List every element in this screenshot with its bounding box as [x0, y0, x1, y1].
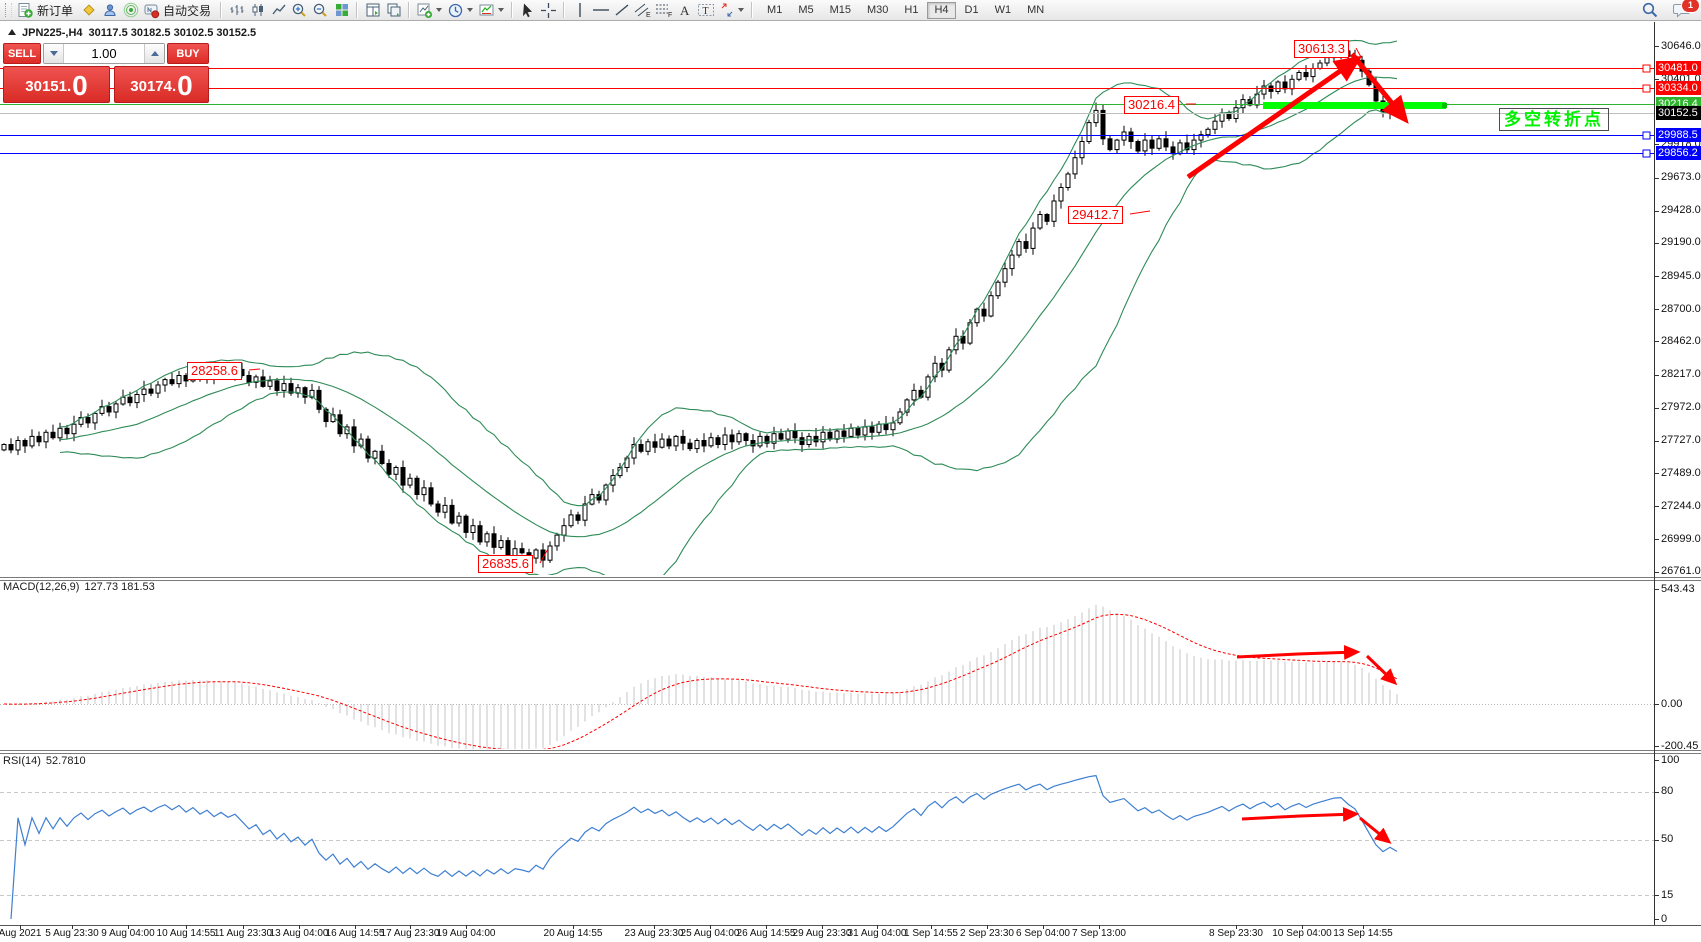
text-label-icon[interactable]: T	[695, 1, 716, 19]
timeframe-button-m1[interactable]: M1	[760, 2, 789, 19]
spinner-up-icon	[150, 51, 159, 56]
toolbar-separator	[751, 2, 754, 18]
sell-button[interactable]: SELL	[3, 43, 41, 64]
autotrading-label[interactable]: 自动交易	[163, 3, 212, 18]
spinner-down-icon	[49, 51, 58, 56]
trendline-icon[interactable]	[611, 1, 632, 19]
toolbar-separator	[356, 2, 359, 18]
timeframe-button-m30[interactable]: M30	[860, 2, 895, 19]
rsi-label: RSI(14) 52.7810	[3, 755, 86, 767]
timeframe-button-d1[interactable]: D1	[958, 2, 986, 19]
macd-panel	[0, 604, 1654, 749]
volume-increase-button[interactable]	[144, 44, 164, 63]
autotrading-icon[interactable]	[141, 1, 162, 19]
periods-dropdown-icon[interactable]	[467, 8, 474, 12]
buy-button[interactable]: BUY	[167, 43, 209, 64]
toolbar-separator	[220, 2, 223, 18]
periods-icon[interactable]	[445, 1, 466, 19]
svg-text:F: F	[668, 12, 672, 19]
text-annotation[interactable]: 多空转折点	[1499, 108, 1609, 131]
buy-price[interactable]: 30174. 0	[114, 66, 209, 103]
line-chart-icon[interactable]	[268, 1, 289, 19]
callout-connectors	[248, 47, 1362, 564]
volume-decrease-button[interactable]	[44, 44, 64, 63]
volume-spinner	[43, 43, 165, 64]
highlight-band[interactable]	[1263, 102, 1447, 109]
rsi-line	[10, 774, 1398, 920]
rsi-panel	[0, 774, 1654, 920]
vertical-line-icon[interactable]	[569, 1, 590, 19]
toolbar: 新订单 自动交易 E F A T M1 M5	[0, 0, 1701, 21]
svg-text:T: T	[702, 6, 708, 17]
horizontal-line-icon[interactable]	[590, 1, 611, 19]
timeframe-button-m15[interactable]: M15	[823, 2, 858, 19]
candlesticks	[1, 46, 1400, 568]
new-order-icon[interactable]	[15, 1, 36, 19]
templates-dropdown-icon[interactable]	[498, 8, 505, 12]
market-icon[interactable]	[99, 1, 120, 19]
timeframe-button-m5[interactable]: M5	[791, 2, 820, 19]
one-click-trading-panel: SELL BUY 30151.0 30174.0	[3, 43, 209, 103]
symbol-period-label: JPN225-,H4	[22, 27, 83, 39]
cursor-icon[interactable]	[517, 1, 538, 19]
bar-chart-icon[interactable]	[226, 1, 247, 19]
toolbar-separator	[408, 2, 411, 18]
chart-title: JPN225-,H4 30117.5 30182.5 30102.5 30152…	[8, 27, 256, 39]
panel-frames	[0, 22, 1701, 929]
cascade-windows-icon[interactable]	[383, 1, 404, 19]
toolbar-drag-handle[interactable]	[5, 3, 12, 17]
svg-text:A: A	[680, 3, 690, 18]
macd-histogram	[10, 604, 1398, 749]
candlestick-chart-icon[interactable]	[247, 1, 268, 19]
new-order-label[interactable]: 新订单	[37, 3, 74, 18]
bollinger-bands	[59, 39, 1398, 575]
fibonacci-icon[interactable]: F	[653, 1, 674, 19]
text-icon[interactable]: A	[674, 1, 695, 19]
signals-icon[interactable]	[120, 1, 141, 19]
macd-label: MACD(12,26,9) 127.73 181.53	[3, 581, 155, 593]
horizontal-lines[interactable]	[0, 64, 1654, 158]
zoom-out-icon[interactable]	[310, 1, 331, 19]
arrows-dropdown-icon[interactable]	[738, 8, 745, 12]
crosshair-icon[interactable]	[538, 1, 559, 19]
arrange-windows-icon[interactable]	[362, 1, 383, 19]
arrows-icon[interactable]	[716, 1, 737, 19]
metaeditor-icon[interactable]	[78, 1, 99, 19]
timeframe-button-h4[interactable]: H4	[927, 1, 956, 19]
timeframe-button-w1[interactable]: W1	[988, 2, 1019, 19]
zoom-in-icon[interactable]	[289, 1, 310, 19]
new-chart-icon[interactable]	[414, 1, 435, 19]
svg-text:E: E	[646, 12, 651, 19]
timeframe-button-h1[interactable]: H1	[897, 2, 925, 19]
sell-price[interactable]: 30151. 0	[3, 66, 110, 103]
search-icon[interactable]	[1639, 1, 1660, 19]
templates-icon[interactable]	[476, 1, 497, 19]
timeframe-buttons: M1 M5 M15 M30 H1 H4 D1 W1 MN	[759, 1, 1052, 19]
macd-signal-line	[3, 613, 1398, 749]
tile-windows-icon[interactable]	[331, 1, 352, 19]
toolbar-separator	[563, 2, 566, 18]
equidistant-channel-icon[interactable]: E	[632, 1, 653, 19]
new-chart-dropdown-icon[interactable]	[436, 8, 443, 12]
toolbar-separator	[511, 2, 514, 18]
trade-panel-toggle-icon[interactable]	[8, 29, 16, 35]
trend-arrows[interactable]	[1186, 52, 1409, 844]
timeframe-button-mn[interactable]: MN	[1020, 2, 1051, 19]
ohlc-values: 30117.5 30182.5 30102.5 30152.5	[88, 27, 257, 39]
chat-notification-badge[interactable]: 1	[1681, 0, 1700, 13]
volume-input[interactable]	[64, 44, 144, 63]
